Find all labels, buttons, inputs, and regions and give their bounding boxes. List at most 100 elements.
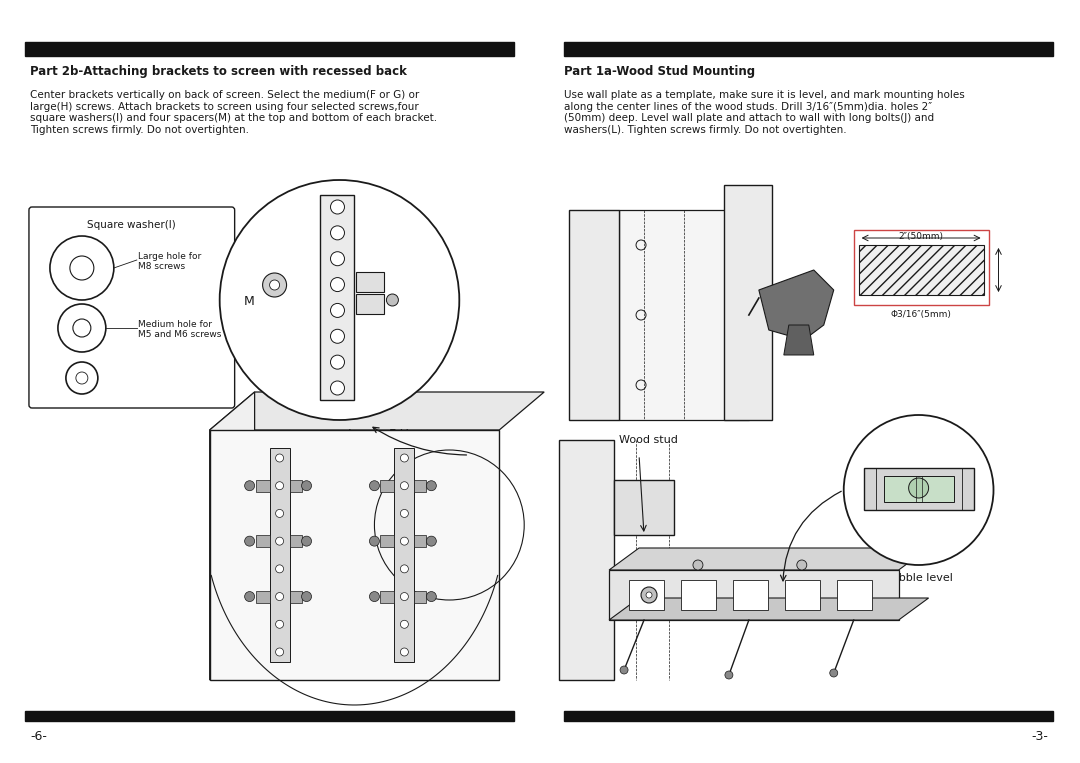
Bar xyxy=(559,440,615,680)
Circle shape xyxy=(245,591,255,601)
Bar xyxy=(415,535,427,547)
Bar xyxy=(837,580,872,610)
Bar xyxy=(289,480,301,491)
Bar xyxy=(289,535,301,547)
Bar xyxy=(859,245,984,295)
Circle shape xyxy=(301,591,311,601)
Circle shape xyxy=(843,415,994,565)
Bar xyxy=(256,480,270,491)
Circle shape xyxy=(401,565,408,573)
Circle shape xyxy=(401,454,408,462)
Text: L: L xyxy=(880,552,887,565)
Text: Bubble level: Bubble level xyxy=(885,573,953,583)
Bar xyxy=(883,476,954,502)
Circle shape xyxy=(369,481,379,491)
Polygon shape xyxy=(609,570,899,620)
Bar xyxy=(356,294,384,314)
Circle shape xyxy=(387,294,399,306)
Text: -3-: -3- xyxy=(1031,730,1049,743)
Circle shape xyxy=(330,278,345,291)
Circle shape xyxy=(369,536,379,546)
Circle shape xyxy=(301,481,311,491)
Bar xyxy=(853,230,988,305)
Polygon shape xyxy=(210,392,544,430)
Circle shape xyxy=(427,481,436,491)
Text: Part 2b-Attaching brackets to screen with recessed back: Part 2b-Attaching brackets to screen wit… xyxy=(30,65,407,78)
Text: Medium hole for
M5 and M6 screws: Medium hole for M5 and M6 screws xyxy=(138,320,221,340)
Circle shape xyxy=(401,481,408,490)
Circle shape xyxy=(908,478,929,498)
Text: Wood stud: Wood stud xyxy=(619,435,678,445)
Bar xyxy=(564,42,1053,56)
Text: 2″(50mm): 2″(50mm) xyxy=(899,232,944,241)
Bar xyxy=(380,480,394,491)
Circle shape xyxy=(245,536,255,546)
Circle shape xyxy=(275,510,284,517)
Bar xyxy=(256,591,270,603)
Circle shape xyxy=(401,648,408,656)
Circle shape xyxy=(642,587,657,603)
Circle shape xyxy=(401,620,408,628)
Text: Center brackets vertically on back of screen. Select the medium(F or G) or
large: Center brackets vertically on back of sc… xyxy=(30,90,437,135)
Bar xyxy=(629,580,664,610)
Circle shape xyxy=(275,648,284,656)
Text: -6-: -6- xyxy=(30,730,46,743)
Circle shape xyxy=(330,304,345,317)
Bar xyxy=(415,480,427,491)
Circle shape xyxy=(275,481,284,490)
Polygon shape xyxy=(210,430,499,680)
Bar xyxy=(320,195,354,400)
Bar xyxy=(270,448,289,662)
Polygon shape xyxy=(784,325,813,355)
Circle shape xyxy=(270,280,280,290)
Text: F-H: F-H xyxy=(389,428,410,441)
Circle shape xyxy=(330,226,345,240)
Polygon shape xyxy=(609,598,929,620)
Bar xyxy=(415,591,427,603)
Bar xyxy=(289,591,301,603)
Circle shape xyxy=(646,592,652,598)
Bar xyxy=(615,480,674,535)
Polygon shape xyxy=(609,548,929,570)
Circle shape xyxy=(330,355,345,369)
Bar xyxy=(733,580,768,610)
Bar xyxy=(380,535,394,547)
Polygon shape xyxy=(210,392,255,680)
Circle shape xyxy=(275,593,284,600)
Text: Φ3/16″(5mm): Φ3/16″(5mm) xyxy=(891,310,951,319)
Bar xyxy=(864,468,973,510)
Bar xyxy=(569,210,619,420)
Text: Part 1a-Wood Stud Mounting: Part 1a-Wood Stud Mounting xyxy=(564,65,755,78)
Circle shape xyxy=(369,591,379,601)
Circle shape xyxy=(829,669,838,677)
Polygon shape xyxy=(759,270,834,340)
Circle shape xyxy=(219,180,459,420)
Circle shape xyxy=(401,510,408,517)
Circle shape xyxy=(262,273,286,297)
Circle shape xyxy=(725,671,733,679)
Circle shape xyxy=(275,620,284,628)
Circle shape xyxy=(301,536,311,546)
Circle shape xyxy=(797,560,807,570)
Bar xyxy=(25,42,514,56)
Bar xyxy=(564,711,1053,721)
Bar xyxy=(394,448,415,662)
Circle shape xyxy=(330,381,345,395)
Circle shape xyxy=(401,537,408,545)
Text: Large hole for
M8 screws: Large hole for M8 screws xyxy=(138,252,201,272)
Text: Use wall plate as a template, make sure it is level, and mark mounting holes
alo: Use wall plate as a template, make sure … xyxy=(564,90,964,135)
Bar xyxy=(256,535,270,547)
Circle shape xyxy=(275,537,284,545)
Bar xyxy=(681,580,716,610)
Circle shape xyxy=(620,666,629,674)
Circle shape xyxy=(330,200,345,214)
Text: M: M xyxy=(244,295,255,308)
Bar xyxy=(785,580,820,610)
Bar xyxy=(619,210,748,420)
Text: Square washer(I): Square washer(I) xyxy=(87,220,176,230)
Circle shape xyxy=(330,252,345,266)
Circle shape xyxy=(693,560,703,570)
Circle shape xyxy=(245,481,255,491)
Bar xyxy=(25,711,514,721)
Text: I: I xyxy=(348,428,351,441)
